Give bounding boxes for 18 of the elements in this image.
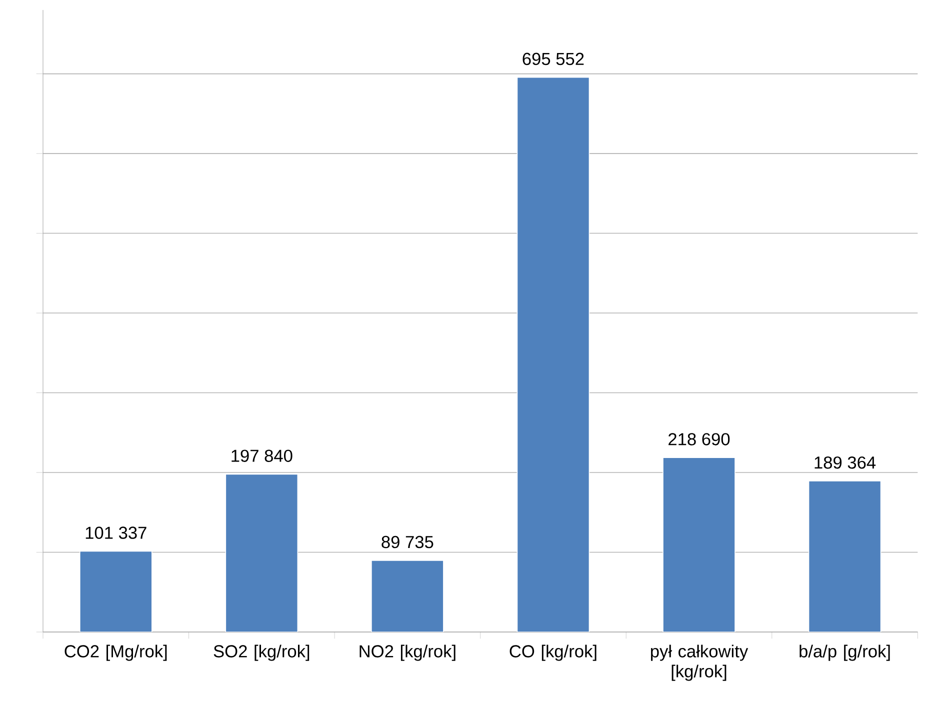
data-label: 218 690: [668, 433, 730, 446]
bar: [808, 480, 882, 632]
bar: [371, 560, 444, 632]
x-tick-label: CO2 [Mg/rok]: [64, 644, 167, 661]
data-label: 189 364: [814, 456, 876, 469]
bar: [662, 457, 736, 632]
bar: [79, 550, 152, 632]
data-label: 197 840: [232, 450, 292, 462]
x-tick-label: NO2 [kg/rok]: [360, 644, 456, 661]
x-tick-label: pył całkowity [kg/rok]: [650, 644, 748, 681]
x-tick-label: b/a/p [g/rok]: [800, 644, 890, 661]
data-label: 695 552: [522, 52, 584, 66]
x-tick-label: CO [kg/rok]: [510, 644, 596, 661]
bar: [225, 474, 298, 632]
data-label: 89 735: [382, 536, 434, 548]
bar: [516, 76, 590, 632]
data-label: 101 337: [86, 526, 146, 539]
x-tick-label: SO2 [kg/rok]: [214, 644, 310, 661]
